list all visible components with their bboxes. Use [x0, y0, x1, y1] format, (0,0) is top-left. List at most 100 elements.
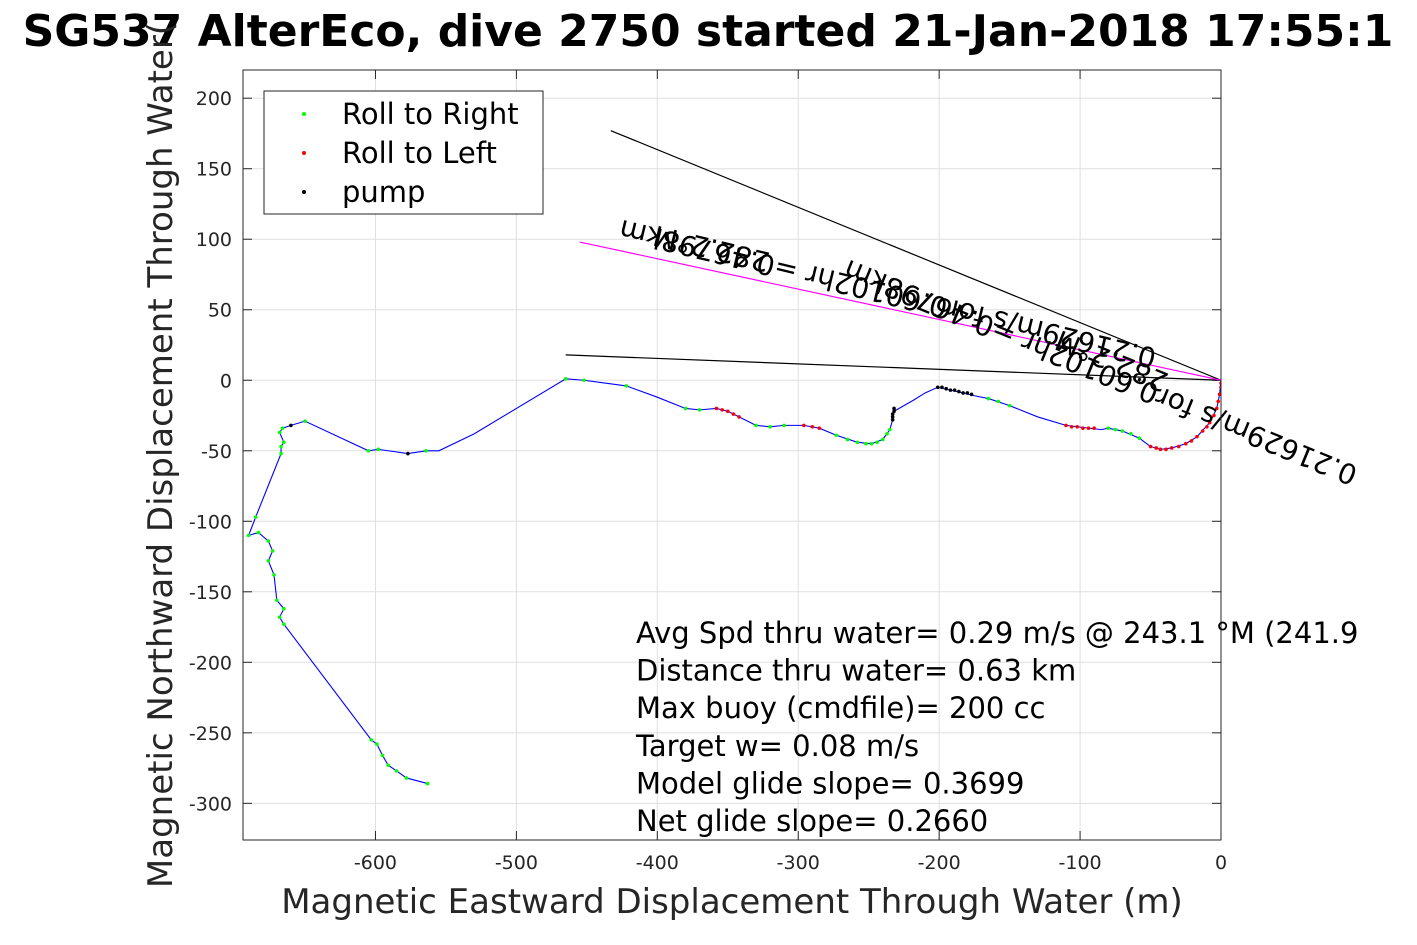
- roll-to-left-point: [1154, 446, 1158, 450]
- y-tick-label: 100: [196, 229, 232, 251]
- x-tick-label: -100: [1059, 852, 1102, 874]
- roll-to-right-point: [834, 433, 839, 438]
- pump-point: [935, 385, 940, 390]
- y-tick-label: -300: [189, 793, 232, 815]
- stat-line: Target w= 0.08 m/s: [635, 729, 919, 763]
- y-tick-label: 200: [196, 88, 232, 110]
- legend-marker: [302, 112, 306, 116]
- roll-to-left-point: [1212, 413, 1216, 418]
- roll-to-right-point: [375, 742, 379, 746]
- x-tick-label: -500: [495, 852, 538, 874]
- roll-to-right-point: [885, 432, 889, 436]
- stat-line: Net glide slope= 0.2660: [636, 804, 988, 838]
- roll-to-right-point: [380, 753, 385, 758]
- pump-point: [961, 391, 965, 395]
- roll-to-right-point: [282, 622, 286, 627]
- roll-to-right-point: [275, 598, 279, 603]
- roll-to-left-point: [1214, 406, 1219, 411]
- x-tick-label: 0: [1215, 852, 1227, 874]
- roll-to-left-point: [1158, 447, 1163, 452]
- roll-to-right-point: [1129, 432, 1133, 436]
- pump-point: [944, 386, 949, 391]
- pump-point: [952, 388, 957, 392]
- roll-to-right-point: [425, 781, 430, 786]
- y-tick-label: -100: [189, 511, 232, 533]
- roll-to-left-point: [1086, 426, 1091, 431]
- y-tick-label: -250: [189, 723, 232, 745]
- roll-to-left-point: [1164, 447, 1168, 452]
- roll-to-right-point: [888, 427, 892, 432]
- heading-lines: [565, 130, 1221, 381]
- pump-point: [289, 423, 293, 428]
- pump-point: [890, 417, 895, 422]
- roll-to-left-point: [1216, 399, 1220, 404]
- roll-to-right-point: [386, 763, 390, 768]
- y-tick-label: 50: [208, 300, 232, 322]
- pump-point: [948, 388, 953, 392]
- roll-to-right-point: [582, 378, 586, 383]
- roll-to-right-point: [996, 399, 1001, 404]
- roll-to-right-point: [563, 377, 568, 381]
- roll-to-right-point: [624, 384, 629, 388]
- roll-to-left-point: [1205, 424, 1209, 429]
- x-tick-label: -200: [918, 852, 961, 874]
- roll-to-right-point: [845, 437, 850, 442]
- pump-point: [969, 392, 974, 397]
- roll-to-right-point: [394, 769, 399, 773]
- roll-to-right-point: [282, 440, 286, 445]
- roll-to-right-point: [864, 441, 868, 446]
- roll-to-left-point: [802, 423, 806, 428]
- roll-to-right-point: [282, 606, 286, 611]
- roll-to-right-point: [277, 615, 282, 619]
- roll-to-left-point: [1176, 444, 1181, 449]
- y-tick-label: -150: [189, 582, 232, 604]
- roll-to-right-point: [369, 738, 374, 742]
- roll-to-right-point: [376, 447, 381, 452]
- roll-to-right-point: [782, 423, 786, 428]
- roll-to-left-point: [817, 426, 822, 431]
- pump-point: [892, 406, 896, 411]
- y-tick-label: -50: [201, 441, 232, 463]
- roll-to-right-point: [1106, 426, 1111, 431]
- x-tick-label: -400: [636, 852, 679, 874]
- roll-to-left-point: [1169, 446, 1174, 450]
- roll-to-left-point: [1148, 444, 1153, 449]
- roll-to-right-point: [875, 440, 879, 445]
- roll-to-right-point: [253, 515, 258, 519]
- pump-point: [940, 385, 944, 390]
- roll-to-left-point: [1207, 420, 1212, 425]
- heading-line: [579, 241, 1221, 381]
- chart-title: SG537 AlterEco, dive 2750 started 21-Jan…: [23, 6, 1394, 57]
- roll-to-right-point: [277, 430, 282, 435]
- roll-to-left-point: [1075, 424, 1080, 429]
- legend-label: pump: [342, 175, 425, 209]
- roll-to-left-point: [714, 406, 719, 411]
- roll-to-left-point: [725, 409, 730, 414]
- legend-box: [263, 90, 544, 215]
- roll-to-left-point: [731, 412, 736, 416]
- roll-to-right-point: [280, 426, 285, 431]
- plot-area: [246, 130, 1221, 786]
- roll-to-left-point: [1092, 426, 1096, 431]
- stat-line: Model glide slope= 0.3699: [636, 766, 1024, 800]
- heading-line: [565, 354, 1221, 381]
- roll-to-right-point: [683, 406, 688, 411]
- roll-to-right-point: [279, 444, 283, 449]
- stats-block: Avg Spd thru water= 0.29 m/s @ 243.1 °M …: [635, 616, 1358, 838]
- y-tick-label: 0: [220, 370, 232, 392]
- axis-ticks: -600 -500 -400 -300 -200 -100 0 200 150 100 50 0 -50…: [189, 70, 1227, 874]
- roll-to-left-point: [1195, 434, 1199, 439]
- pump-point: [890, 415, 895, 419]
- roll-to-right-point: [855, 440, 860, 445]
- roll-to-right-point: [1137, 436, 1142, 440]
- data-points: [246, 377, 1221, 786]
- roll-to-right-point: [754, 423, 758, 428]
- roll-to-left-point: [810, 424, 815, 429]
- roll-to-right-point: [986, 396, 991, 401]
- roll-to-right-point: [279, 451, 283, 456]
- heading-line: [610, 130, 1221, 381]
- stat-line: Avg Spd thru water= 0.29 m/s @ 243.1 °M …: [636, 616, 1358, 650]
- roll-to-right-point: [366, 448, 371, 453]
- roll-to-right-point: [424, 448, 428, 453]
- roll-to-right-point: [303, 419, 307, 423]
